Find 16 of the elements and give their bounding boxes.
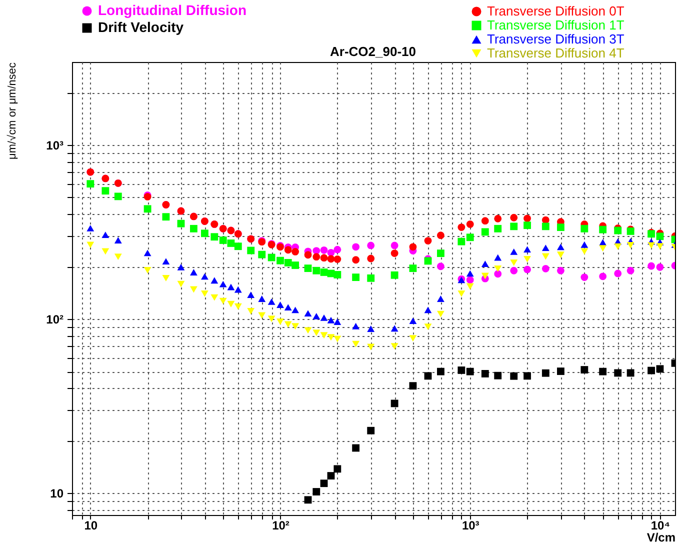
legend-label: Transverse Diffusion 4T (487, 46, 624, 60)
x-tick-label: 10 (84, 518, 98, 532)
y-axis-title: μm/√cm or μm/nsec (6, 62, 18, 160)
x-tick-label: 10³ (462, 518, 480, 532)
legend-label: Drift Velocity (98, 19, 184, 35)
y-tick-label: 10 (50, 486, 64, 501)
x-tick-label: 10⁴ (650, 518, 670, 532)
legend-label: Transverse Diffusion 3T (487, 32, 624, 46)
legend-label: Transverse Diffusion 0T (487, 4, 624, 18)
legend-label: Transverse Diffusion 1T (487, 18, 624, 32)
chart-title: Ar-CO2_90-10 (330, 44, 416, 59)
y-tick-label: 10³ (46, 138, 64, 153)
x-tick-label: 10² (272, 518, 290, 532)
y-tick-label: 10² (46, 312, 64, 327)
x-axis-title: V/cm (646, 530, 676, 544)
legend-label: Longitudinal Diffusion (98, 2, 247, 18)
